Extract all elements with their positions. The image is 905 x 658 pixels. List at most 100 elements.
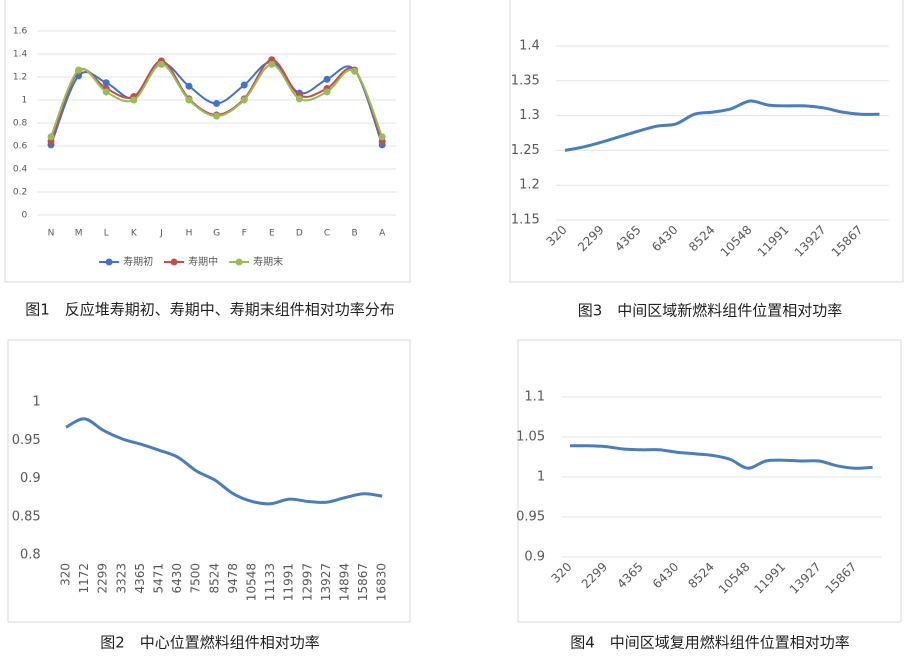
x-tick-label: 9478: [226, 563, 240, 594]
point: [102, 79, 110, 87]
x-tick-label: 12997: [300, 563, 314, 601]
x-tick-label: 11991: [751, 560, 788, 597]
x-tick-label: J: [159, 229, 163, 239]
series-line: [65, 417, 383, 506]
x-tick-label: E: [269, 229, 275, 239]
x-tick-label: 6430: [170, 563, 184, 594]
legend-label: 寿期中: [188, 255, 218, 268]
x-tick-label: N: [48, 229, 55, 239]
x-tick-label: 14894: [338, 563, 352, 601]
x-tick-label: 8524: [685, 560, 716, 591]
x-tick-label: 4365: [612, 223, 643, 254]
y-tick-label: 0.4: [13, 165, 28, 175]
x-tick-label: F: [242, 229, 247, 239]
y-tick-label: 0: [21, 211, 27, 221]
y-tick-label: 1.05: [516, 430, 545, 445]
series-line: [569, 444, 873, 470]
point: [240, 96, 248, 104]
point: [323, 75, 331, 83]
point: [240, 81, 248, 89]
x-tick-label: H: [186, 229, 193, 239]
y-tick-label: 1.15: [511, 213, 540, 228]
y-tick-label: 0.2: [13, 188, 27, 198]
x-tick-label: 3323: [114, 563, 128, 594]
x-tick-label: 13927: [792, 223, 829, 260]
x-tick-label: 320: [59, 563, 73, 586]
x-tick-label: C: [324, 229, 330, 239]
y-tick-label: 1.2: [519, 178, 540, 193]
chart-frame: [7, 339, 411, 623]
legend-marker: [235, 258, 243, 266]
x-tick-label: 8524: [207, 563, 221, 594]
x-tick-label: 15867: [822, 560, 859, 597]
point: [213, 99, 221, 107]
chart-caption: 图4 中间区域复用燃料组件位置相对功率: [570, 634, 850, 652]
x-tick-label: 13927: [787, 560, 824, 597]
point: [75, 66, 83, 74]
point: [268, 60, 276, 68]
point: [323, 88, 331, 96]
point: [130, 96, 138, 104]
point: [185, 82, 193, 90]
point: [47, 133, 55, 141]
chart-caption: 图2 中心位置燃料组件相对功率: [100, 634, 320, 652]
point: [213, 112, 221, 120]
point: [102, 88, 110, 96]
x-tick-label: 10548: [718, 223, 755, 260]
x-tick-label: 15867: [829, 223, 866, 260]
y-tick-label: 1.3: [519, 108, 540, 123]
y-tick-label: 1.6: [13, 27, 28, 37]
point: [295, 95, 303, 103]
y-tick-label: 0.8: [13, 119, 28, 129]
y-tick-label: 0.95: [516, 510, 545, 525]
y-tick-label: 0.85: [12, 509, 41, 524]
x-tick-label: L: [104, 229, 109, 239]
y-tick-label: 0.95: [12, 433, 41, 448]
x-tick-label: K: [131, 229, 138, 239]
x-tick-label: M: [75, 229, 83, 239]
x-tick-label: G: [213, 229, 220, 239]
x-tick-label: 4365: [133, 563, 147, 594]
legend-label: 寿期末: [253, 255, 283, 268]
chart-frame: [509, 0, 904, 283]
y-tick-label: 1.1: [524, 390, 545, 405]
y-tick-label: 0.9: [20, 471, 41, 486]
x-tick-label: 11991: [755, 223, 792, 260]
series-line: [564, 99, 880, 152]
x-tick-label: 4365: [614, 560, 645, 591]
y-tick-label: 1: [537, 470, 545, 485]
y-tick-label: 1.2: [13, 73, 27, 83]
chart-frame: [4, 0, 411, 283]
x-tick-label: A: [379, 229, 386, 239]
x-tick-label: 6430: [650, 560, 681, 591]
y-tick-label: 1.4: [519, 39, 540, 54]
x-tick-label: 2299: [96, 563, 110, 594]
chart-frame: [517, 339, 902, 623]
y-tick-label: 1: [32, 395, 40, 410]
point: [157, 60, 165, 68]
x-tick-label: 11133: [263, 563, 277, 601]
x-tick-label: 10548: [245, 563, 259, 601]
point: [378, 133, 386, 141]
x-tick-label: 8524: [686, 223, 717, 254]
x-tick-label: 320: [543, 223, 569, 249]
x-tick-label: 11991: [282, 563, 296, 601]
legend-marker: [170, 258, 178, 266]
x-tick-label: 1172: [77, 563, 91, 594]
legend-label: 寿期初: [123, 255, 153, 268]
x-tick-label: D: [296, 229, 303, 239]
chart-caption: 图3 中间区域新燃料组件位置相对功率: [578, 302, 843, 320]
x-tick-label: 2299: [579, 560, 610, 591]
y-tick-label: 1.25: [511, 143, 540, 158]
chart-caption: 图1 反应堆寿期初、寿期中、寿期末组件相对功率分布: [25, 301, 395, 319]
x-tick-label: 7500: [189, 563, 203, 594]
point: [185, 96, 193, 104]
x-tick-label: B: [352, 229, 358, 239]
point: [351, 67, 359, 75]
x-tick-label: 16830: [375, 563, 389, 601]
y-tick-label: 0.9: [524, 550, 545, 565]
x-tick-label: 10548: [716, 560, 753, 597]
x-tick-label: 13927: [319, 563, 333, 601]
x-tick-label: 6430: [649, 223, 680, 254]
